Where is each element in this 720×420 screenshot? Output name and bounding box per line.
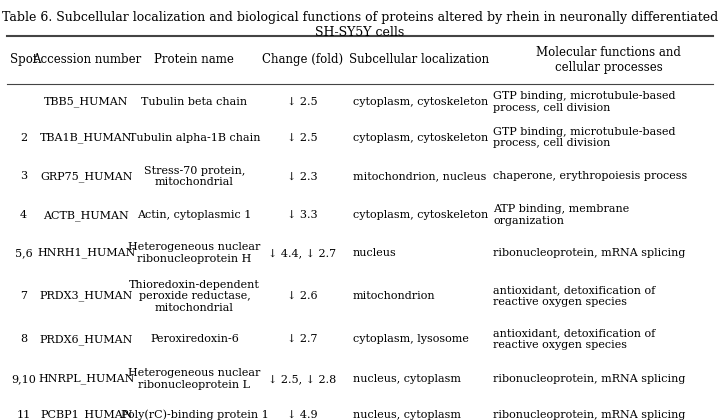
- Text: ribonucleoprotein, mRNA splicing: ribonucleoprotein, mRNA splicing: [493, 410, 685, 420]
- Text: 8: 8: [20, 334, 27, 344]
- Text: ribonucleoprotein, mRNA splicing: ribonucleoprotein, mRNA splicing: [493, 374, 685, 384]
- Text: 5,6: 5,6: [14, 248, 32, 258]
- Text: ↓ 2.3: ↓ 2.3: [287, 171, 318, 181]
- Text: ACTB_HUMAN: ACTB_HUMAN: [43, 210, 130, 220]
- Text: Stress-70 protein,
mitochondrial: Stress-70 protein, mitochondrial: [144, 165, 245, 187]
- Text: ↓ 4.9: ↓ 4.9: [287, 410, 318, 420]
- Text: Tubulin alpha-1B chain: Tubulin alpha-1B chain: [129, 133, 260, 142]
- Text: ↓ 2.5: ↓ 2.5: [287, 97, 318, 107]
- Text: nucleus, cytoplasm: nucleus, cytoplasm: [353, 374, 461, 384]
- Text: ↓ 2.5, ↓ 2.8: ↓ 2.5, ↓ 2.8: [269, 374, 336, 384]
- Text: Accession number: Accession number: [32, 53, 141, 66]
- Text: TBB5_HUMAN: TBB5_HUMAN: [44, 97, 129, 107]
- Text: nucleus, cytoplasm: nucleus, cytoplasm: [353, 410, 461, 420]
- Text: Spot: Spot: [9, 53, 37, 66]
- Text: antioxidant, detoxification of
reactive oxygen species: antioxidant, detoxification of reactive …: [493, 285, 655, 307]
- Text: Subcellular localization: Subcellular localization: [349, 53, 490, 66]
- Text: cytoplasm, lysosome: cytoplasm, lysosome: [353, 334, 469, 344]
- Text: ↓ 2.6: ↓ 2.6: [287, 291, 318, 301]
- Text: GTP binding, microtubule-based
process, cell division: GTP binding, microtubule-based process, …: [493, 127, 675, 148]
- Text: 3: 3: [20, 171, 27, 181]
- Text: 7: 7: [20, 291, 27, 301]
- Text: 2: 2: [20, 133, 27, 142]
- Text: GRP75_HUMAN: GRP75_HUMAN: [40, 171, 132, 182]
- Text: mitochondrion: mitochondrion: [353, 291, 436, 301]
- Text: ↓ 3.3: ↓ 3.3: [287, 210, 318, 220]
- Text: PCBP1_HUMAN: PCBP1_HUMAN: [40, 410, 132, 420]
- Text: Tubulin beta chain: Tubulin beta chain: [141, 97, 248, 107]
- Text: Peroxiredoxin-6: Peroxiredoxin-6: [150, 334, 239, 344]
- Text: 11: 11: [17, 410, 30, 420]
- Text: Thioredoxin-dependent
peroxide reductase,
mitochondrial: Thioredoxin-dependent peroxide reductase…: [129, 279, 260, 313]
- Text: PRDX6_HUMAN: PRDX6_HUMAN: [40, 334, 133, 344]
- Text: ATP binding, membrane
organization: ATP binding, membrane organization: [493, 205, 629, 226]
- Text: 4: 4: [20, 210, 27, 220]
- Text: 9,10: 9,10: [11, 374, 36, 384]
- Text: nucleus: nucleus: [353, 248, 397, 258]
- Text: Poly(rC)-binding protein 1: Poly(rC)-binding protein 1: [120, 410, 269, 420]
- Text: GTP binding, microtubule-based
process, cell division: GTP binding, microtubule-based process, …: [493, 91, 675, 113]
- Text: Molecular functions and
cellular processes: Molecular functions and cellular process…: [536, 46, 681, 74]
- Text: Table 6. Subcellular localization and biological functions of proteins altered b: Table 6. Subcellular localization and bi…: [2, 10, 718, 39]
- Text: Protein name: Protein name: [155, 53, 234, 66]
- Text: ↓ 2.7: ↓ 2.7: [287, 334, 318, 344]
- Text: chaperone, erythropoiesis process: chaperone, erythropoiesis process: [493, 171, 688, 181]
- Text: cytoplasm, cytoskeleton: cytoplasm, cytoskeleton: [353, 210, 488, 220]
- Text: cytoplasm, cytoskeleton: cytoplasm, cytoskeleton: [353, 133, 488, 142]
- Text: HNRH1_HUMAN: HNRH1_HUMAN: [37, 248, 135, 258]
- Text: ↓ 2.5: ↓ 2.5: [287, 133, 318, 142]
- Text: Change (fold): Change (fold): [262, 53, 343, 66]
- Text: mitochondrion, nucleus: mitochondrion, nucleus: [353, 171, 486, 181]
- Text: Heterogeneous nuclear
ribonucleoprotein H: Heterogeneous nuclear ribonucleoprotein …: [128, 242, 261, 264]
- Text: ↓ 4.4, ↓ 2.7: ↓ 4.4, ↓ 2.7: [269, 248, 336, 258]
- Text: Heterogeneous nuclear
ribonucleoprotein L: Heterogeneous nuclear ribonucleoprotein …: [128, 368, 261, 390]
- Text: cytoplasm, cytoskeleton: cytoplasm, cytoskeleton: [353, 97, 488, 107]
- Text: PRDX3_HUMAN: PRDX3_HUMAN: [40, 291, 133, 302]
- Text: antioxidant, detoxification of
reactive oxygen species: antioxidant, detoxification of reactive …: [493, 328, 655, 350]
- Text: Actin, cytoplasmic 1: Actin, cytoplasmic 1: [138, 210, 251, 220]
- Text: TBA1B_HUMAN: TBA1B_HUMAN: [40, 132, 132, 143]
- Text: ribonucleoprotein, mRNA splicing: ribonucleoprotein, mRNA splicing: [493, 248, 685, 258]
- Text: HNRPL_HUMAN: HNRPL_HUMAN: [38, 374, 135, 384]
